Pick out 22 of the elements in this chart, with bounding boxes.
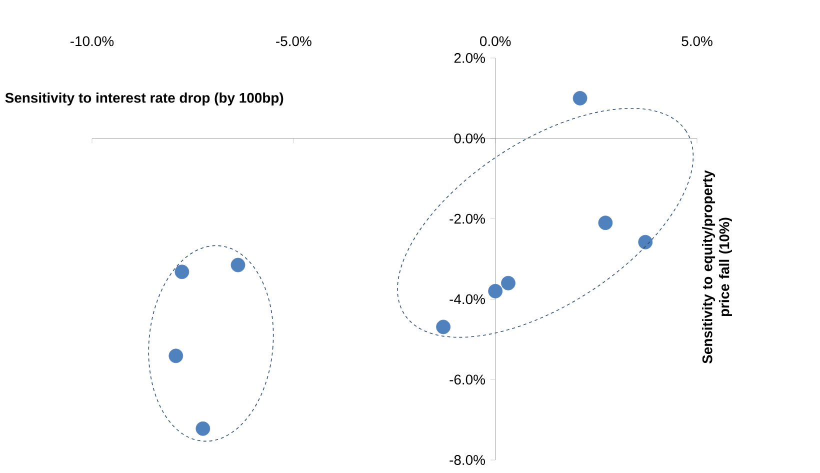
y-tick-label: -8.0%: [450, 455, 485, 465]
point: [230, 258, 246, 272]
point: [174, 264, 190, 280]
x-tick-label: -10.0%: [70, 36, 114, 46]
y-axis-title: Sensitivity to equity/property price fall (10%): [702, 170, 732, 364]
y-tick-label: 2.0%: [454, 53, 485, 63]
x-tick-label: -5.0%: [276, 36, 312, 46]
point: [488, 284, 503, 298]
point: [638, 234, 653, 250]
y-tick-label: 0.0%: [454, 133, 485, 144]
point: [196, 421, 210, 436]
y-tick-label: -2.0%: [450, 214, 485, 224]
x-axis-title: Sensitivity to interest rate drop (by 100bp): [5, 92, 284, 106]
x-tick-label: 0.0%: [480, 36, 511, 46]
y-tick-label: -4.0%: [450, 294, 485, 304]
y-tick-label: -6.0%: [450, 374, 485, 385]
point: [436, 320, 451, 334]
point: [572, 91, 588, 106]
point: [501, 276, 516, 290]
x-tick-label: 5.0%: [682, 36, 712, 46]
point: [598, 216, 613, 230]
point: [168, 348, 184, 364]
